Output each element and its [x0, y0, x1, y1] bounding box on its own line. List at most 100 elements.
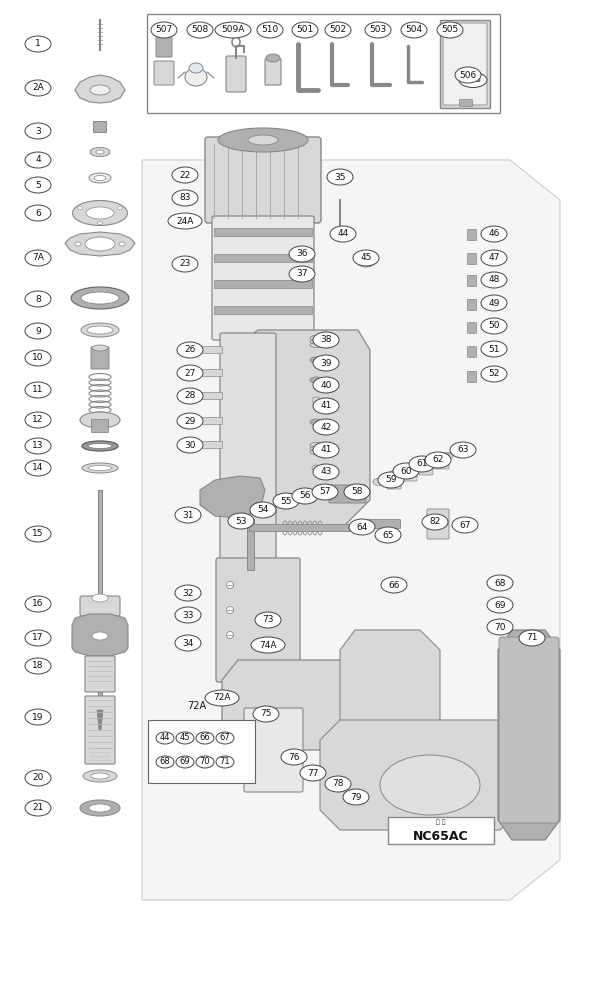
FancyBboxPatch shape [154, 61, 174, 85]
Text: 61: 61 [417, 460, 428, 468]
Text: 38: 38 [320, 336, 332, 344]
FancyBboxPatch shape [329, 485, 366, 503]
Text: 21: 21 [32, 804, 44, 812]
Ellipse shape [381, 577, 407, 593]
Text: 2A: 2A [32, 84, 44, 93]
Text: 76: 76 [289, 752, 300, 762]
Text: 4: 4 [35, 155, 41, 164]
Text: 28: 28 [184, 391, 196, 400]
Ellipse shape [25, 205, 51, 221]
Polygon shape [142, 160, 560, 900]
FancyBboxPatch shape [156, 37, 172, 57]
Ellipse shape [481, 250, 507, 266]
Ellipse shape [25, 709, 51, 725]
Ellipse shape [266, 54, 280, 62]
Ellipse shape [344, 484, 370, 500]
Ellipse shape [216, 756, 234, 768]
Text: 82: 82 [430, 518, 441, 526]
FancyBboxPatch shape [91, 420, 109, 432]
Ellipse shape [313, 419, 339, 435]
Text: 9: 9 [35, 326, 41, 336]
Polygon shape [222, 660, 370, 750]
Text: 15: 15 [32, 530, 44, 538]
Ellipse shape [90, 147, 110, 156]
FancyBboxPatch shape [460, 100, 473, 106]
Ellipse shape [25, 526, 51, 542]
Ellipse shape [313, 377, 339, 393]
Ellipse shape [481, 366, 507, 382]
Polygon shape [340, 630, 440, 740]
Ellipse shape [378, 472, 404, 488]
Ellipse shape [172, 167, 198, 183]
Ellipse shape [187, 22, 213, 38]
Ellipse shape [177, 365, 203, 381]
Ellipse shape [425, 452, 451, 468]
Text: 72A: 72A [213, 694, 231, 702]
FancyBboxPatch shape [226, 56, 246, 92]
Ellipse shape [310, 377, 322, 383]
Text: 形 式: 形 式 [436, 819, 446, 825]
Text: 71: 71 [526, 634, 537, 643]
Ellipse shape [82, 441, 118, 451]
Text: 49: 49 [489, 298, 500, 308]
Ellipse shape [80, 412, 120, 428]
Ellipse shape [86, 207, 114, 219]
Text: 19: 19 [32, 712, 44, 722]
Text: NC65AC: NC65AC [413, 830, 469, 842]
Text: 66: 66 [388, 580, 400, 589]
Ellipse shape [175, 585, 201, 601]
Ellipse shape [218, 128, 308, 152]
Text: 18: 18 [32, 662, 44, 670]
FancyBboxPatch shape [214, 228, 312, 236]
Text: 73: 73 [262, 615, 274, 624]
Text: 22: 22 [179, 170, 191, 180]
Ellipse shape [25, 800, 51, 816]
Ellipse shape [175, 607, 201, 623]
Text: 45: 45 [360, 253, 372, 262]
Text: 57: 57 [319, 488, 331, 496]
Ellipse shape [25, 36, 51, 52]
Text: 16: 16 [32, 599, 44, 608]
Text: 67: 67 [219, 734, 230, 742]
Ellipse shape [395, 579, 405, 589]
Polygon shape [72, 614, 128, 656]
Ellipse shape [519, 630, 545, 646]
Polygon shape [97, 710, 103, 730]
Text: 51: 51 [489, 344, 500, 354]
Text: 13: 13 [32, 442, 44, 450]
Text: 70: 70 [494, 622, 506, 632]
Text: 43: 43 [320, 468, 332, 477]
Ellipse shape [25, 382, 51, 398]
Ellipse shape [248, 135, 278, 145]
Polygon shape [75, 75, 125, 103]
Ellipse shape [25, 630, 51, 646]
Ellipse shape [25, 250, 51, 266]
Text: 62: 62 [432, 456, 444, 464]
FancyBboxPatch shape [388, 817, 494, 844]
Ellipse shape [73, 200, 127, 226]
Ellipse shape [151, 22, 177, 38]
Ellipse shape [312, 465, 320, 471]
Text: 507: 507 [155, 25, 173, 34]
Ellipse shape [172, 256, 198, 272]
Ellipse shape [393, 463, 419, 479]
Ellipse shape [251, 637, 285, 653]
Ellipse shape [168, 213, 202, 229]
Ellipse shape [227, 632, 234, 639]
Ellipse shape [437, 22, 463, 38]
Text: 63: 63 [457, 446, 468, 454]
Text: 31: 31 [182, 510, 194, 520]
Text: 47: 47 [489, 253, 500, 262]
Ellipse shape [94, 176, 106, 180]
Text: 27: 27 [184, 368, 196, 377]
Text: 65: 65 [382, 530, 394, 540]
Ellipse shape [97, 222, 103, 225]
FancyBboxPatch shape [85, 696, 115, 764]
Ellipse shape [422, 514, 448, 530]
Ellipse shape [253, 706, 279, 722]
Ellipse shape [75, 242, 81, 246]
Text: 60: 60 [400, 466, 412, 476]
FancyBboxPatch shape [467, 253, 477, 264]
Ellipse shape [25, 350, 51, 366]
Ellipse shape [172, 190, 198, 206]
